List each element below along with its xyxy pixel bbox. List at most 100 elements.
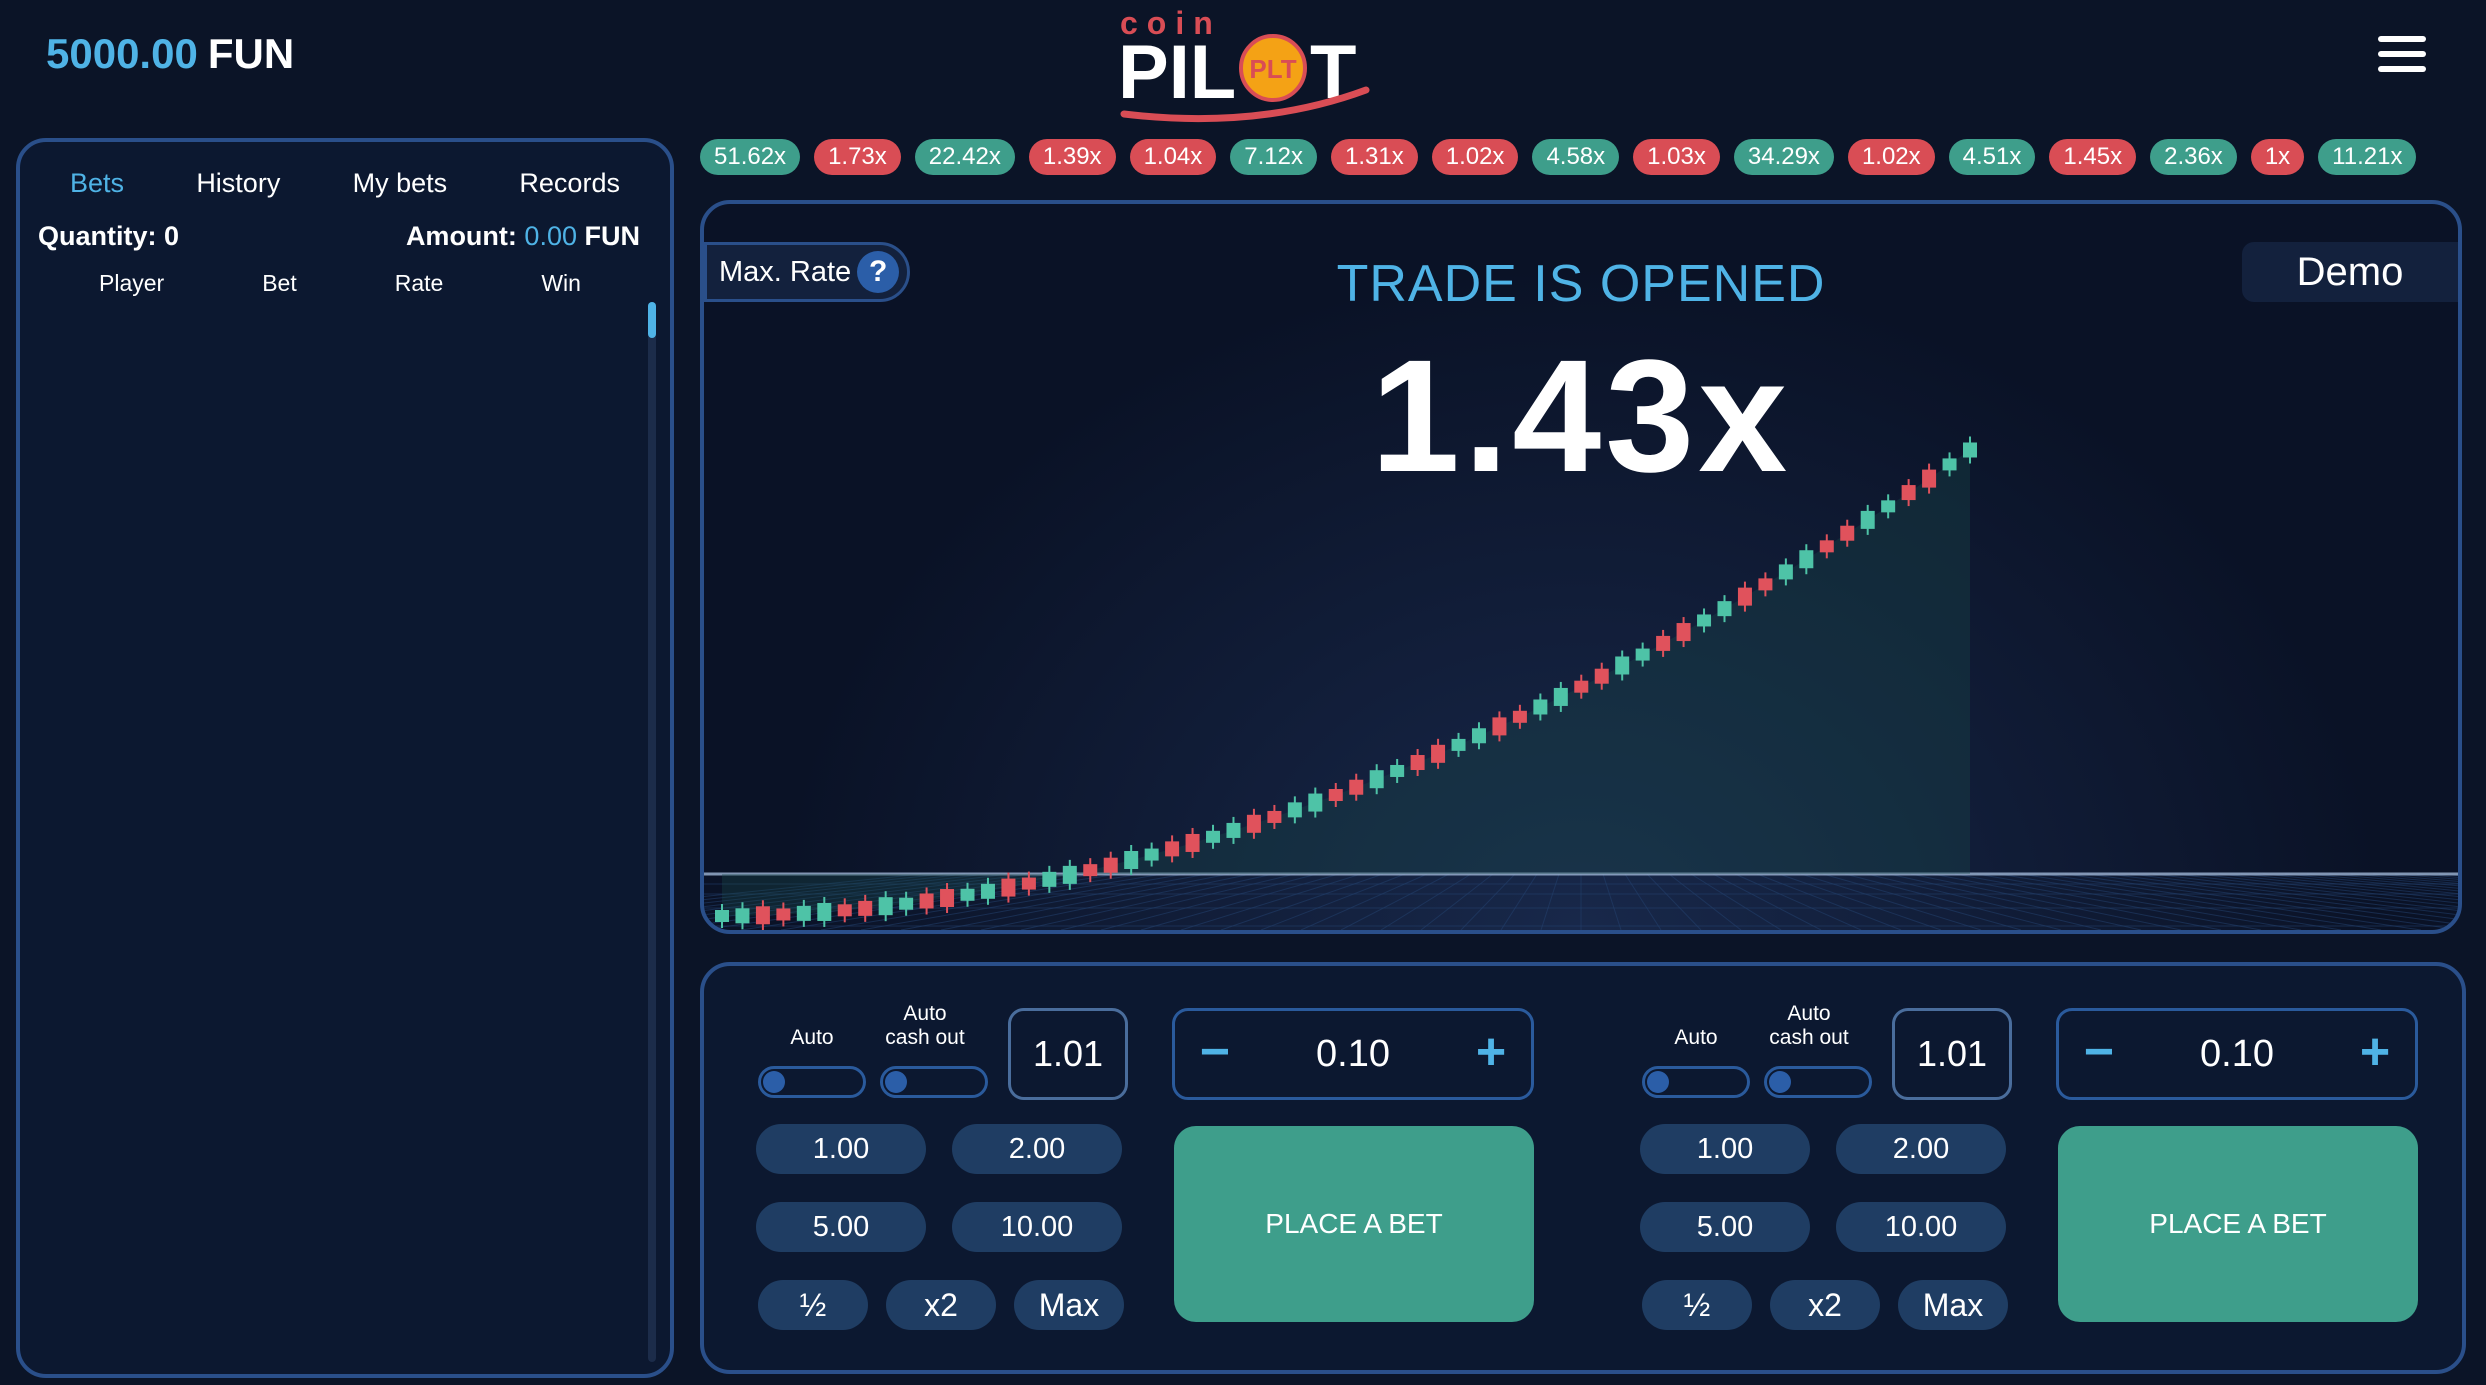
quick-bet-5[interactable]: 5.00 — [1640, 1202, 1810, 1252]
quick-bet-10[interactable]: 10.00 — [1836, 1202, 2006, 1252]
help-icon[interactable]: ? — [857, 251, 900, 293]
logo-badge-icon — [1239, 34, 1307, 102]
multiplier-pill: 1.03x — [1633, 139, 1720, 175]
candle — [1124, 850, 1139, 869]
bet-controls-panel: Auto Auto cash out 1.01 − 0.10 + 1.00 2.… — [700, 962, 2466, 1374]
candle — [1778, 564, 1793, 580]
bets-tabs: Bets History My bets Records — [20, 142, 670, 203]
candle — [878, 897, 893, 916]
grid-line — [1060, 873, 1296, 930]
grid-line — [900, 873, 1208, 930]
candle — [1185, 833, 1200, 852]
tab-records[interactable]: Records — [519, 168, 620, 198]
grid-line — [1420, 873, 1494, 930]
multiplier-pill: 1.73x — [814, 139, 901, 175]
multiplier-pill: 51.62x — [700, 139, 801, 175]
chart-area — [722, 450, 1970, 916]
tab-bets[interactable]: Bets — [70, 168, 125, 198]
auto-cashout-toggle[interactable] — [880, 1066, 988, 1098]
grid-line — [2196, 873, 2458, 904]
grid-line — [1020, 873, 1274, 930]
quick-bet-2[interactable]: 2.00 — [1836, 1124, 2006, 1174]
candle — [1717, 601, 1732, 617]
double-button[interactable]: x2 — [1770, 1280, 1880, 1330]
candle — [817, 902, 832, 921]
multiplier-pill: 34.29x — [1733, 139, 1834, 175]
quick-bet-1[interactable]: 1.00 — [756, 1124, 926, 1174]
grid-line — [1602, 873, 1622, 930]
quick-bet-10[interactable]: 10.00 — [952, 1202, 1122, 1252]
candle — [1533, 699, 1548, 715]
candle — [1737, 587, 1752, 606]
multiplier-pill: 1.39x — [1028, 139, 1116, 175]
candle — [1799, 550, 1814, 569]
logo-swoosh-icon — [1120, 86, 1370, 123]
scrollbar-thumb[interactable] — [648, 302, 656, 338]
cashout-input[interactable]: 1.01 — [1008, 1008, 1128, 1100]
max-rate-button[interactable]: Max. Rate ? — [704, 242, 911, 302]
minus-icon[interactable]: − — [2083, 1023, 2115, 1081]
max-button[interactable]: Max — [1898, 1280, 2008, 1330]
double-button[interactable]: x2 — [886, 1280, 996, 1330]
candle — [1206, 830, 1221, 843]
stake-value[interactable]: 0.10 — [2200, 1033, 2274, 1075]
quantity-stat: Quantity: 0 — [38, 221, 179, 252]
cashout-input[interactable]: 1.01 — [1892, 1008, 2012, 1100]
grid-line — [1140, 873, 1340, 930]
auto-label: Auto — [1674, 1026, 1718, 1049]
menu-icon[interactable] — [2378, 36, 2426, 76]
max-button[interactable]: Max — [1014, 1280, 1124, 1330]
grid-line — [1800, 873, 1982, 930]
multiplier-pill: 1.02x — [1431, 139, 1519, 175]
grid-line — [1822, 873, 2022, 930]
plus-icon[interactable]: + — [1475, 1023, 1507, 1081]
balance-amount: 5000.00 — [46, 30, 198, 77]
place-bet-button[interactable]: PLACE A BET — [2058, 1126, 2418, 1322]
candle — [1574, 680, 1589, 693]
candle — [1471, 728, 1486, 744]
candle — [1512, 710, 1527, 723]
candle — [755, 906, 770, 925]
grid-line — [1540, 873, 1560, 930]
grid-line — [2262, 873, 2458, 895]
bets-scrollbar[interactable] — [648, 302, 656, 1362]
grid-line — [2284, 873, 2458, 892]
tab-my-bets[interactable]: My bets — [352, 168, 448, 198]
grid-line — [704, 873, 1032, 916]
quick-bet-2[interactable]: 2.00 — [952, 1124, 1122, 1174]
auto-toggle[interactable] — [1642, 1066, 1750, 1098]
current-rate: 1.43x — [1370, 326, 1792, 505]
grid-line — [2042, 873, 2422, 930]
grid-line — [980, 873, 1252, 930]
place-bet-button[interactable]: PLACE A BET — [1174, 1126, 1534, 1322]
grid-line — [2174, 873, 2458, 908]
stake-value[interactable]: 0.10 — [1316, 1033, 1390, 1075]
candle — [919, 893, 934, 909]
grid-line — [1954, 873, 2262, 930]
grid-line — [1624, 873, 1662, 930]
auto-cashout-toggle[interactable] — [1764, 1066, 1872, 1098]
quantity-label: Quantity: — [38, 221, 157, 251]
multiplier-pill: 1.31x — [1331, 139, 1418, 175]
demo-badge: Demo — [2242, 242, 2458, 302]
balance-currency: FUN — [207, 30, 295, 77]
plus-icon[interactable]: + — [2359, 1023, 2391, 1081]
auto-toggle[interactable] — [758, 1066, 866, 1098]
quick-bet-5[interactable]: 5.00 — [756, 1202, 926, 1252]
quick-bet-1[interactable]: 1.00 — [1640, 1124, 1810, 1174]
candle — [1860, 510, 1875, 529]
bet-block-2: Auto Auto cash out 1.01 − 0.10 + 1.00 2.… — [1636, 966, 2418, 1370]
stake-stepper: − 0.10 + — [1172, 1008, 1534, 1100]
tab-history[interactable]: History — [196, 168, 281, 198]
candle — [1308, 793, 1323, 812]
candle — [735, 908, 750, 924]
bets-panel: Bets History My bets Records Quantity: 0… — [16, 138, 674, 1378]
grid-line — [820, 873, 1164, 930]
candle — [1676, 623, 1691, 642]
minus-icon[interactable]: − — [1199, 1023, 1231, 1081]
grid-line — [2328, 873, 2458, 887]
half-button[interactable]: ½ — [1642, 1280, 1752, 1330]
candle — [837, 904, 852, 917]
candle — [1881, 500, 1896, 513]
half-button[interactable]: ½ — [758, 1280, 868, 1330]
